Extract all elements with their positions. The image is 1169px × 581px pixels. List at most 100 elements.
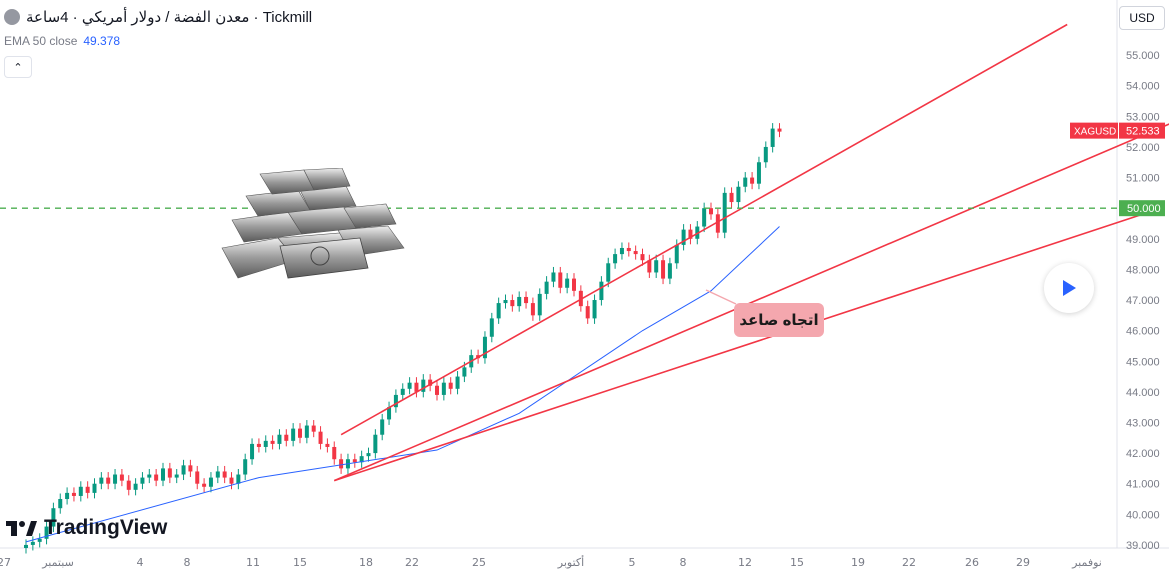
chart-header: معدن الفضة / دولار أمريكي · 4ساعة · Tick…: [4, 8, 312, 26]
time-tick-label: 18: [359, 556, 373, 569]
price-labels: 50.000 XAGUSD 52.533: [1070, 122, 1165, 217]
candle-body: [352, 459, 357, 463]
candle-body: [393, 394, 398, 408]
tradingview-wordmark: TradingView: [44, 516, 168, 539]
tradingview-logo-icon: [6, 521, 37, 536]
chevron-up-icon: ⌃: [13, 61, 23, 74]
price-tick-label: 47.000: [1126, 295, 1160, 307]
price-tick-label: 55.000: [1126, 50, 1160, 62]
symbol-title[interactable]: معدن الفضة / دولار أمريكي · 4ساعة · Tick…: [26, 9, 313, 26]
price-tick-label: 42.000: [1126, 448, 1160, 460]
candle-body: [119, 474, 124, 481]
candle-body: [626, 247, 631, 252]
candle-body: [147, 474, 152, 478]
time-tick-label: 25: [472, 556, 486, 569]
candle-body: [702, 208, 707, 227]
time-tick-label: 22: [405, 556, 419, 569]
time-tick-label: 27: [0, 556, 11, 569]
currency-button[interactable]: USD: [1119, 6, 1165, 30]
candle-body: [736, 186, 741, 203]
play-icon: [1063, 280, 1076, 296]
time-tick-label: سبتمبر: [41, 556, 74, 569]
candle-body: [585, 306, 590, 319]
candle-body: [174, 474, 179, 478]
candle-body: [366, 453, 371, 457]
candle-body: [619, 247, 624, 255]
candle-body: [496, 303, 501, 319]
candle-body: [441, 382, 446, 395]
candle-body: [99, 477, 104, 484]
candle-body: [250, 443, 255, 460]
price-tick-label: 41.000: [1126, 479, 1160, 491]
candle-body: [777, 128, 782, 132]
candle-body: [284, 434, 289, 441]
candle-body: [229, 477, 234, 484]
candle-body: [359, 456, 364, 463]
time-tick-label: 4: [137, 556, 144, 569]
price-tick-label: 48.000: [1126, 264, 1160, 276]
price-tick-label: 53.000: [1126, 111, 1160, 123]
candle-body: [270, 440, 275, 444]
price-tick-label: 40.000: [1126, 509, 1160, 521]
last-price-label-bg: [1119, 122, 1165, 139]
symbol-label-bg: [1070, 122, 1118, 139]
price-tick-label: 44.000: [1126, 387, 1160, 399]
candle-body: [640, 254, 645, 261]
candle-body: [729, 192, 734, 203]
time-tick-label: 8: [680, 556, 687, 569]
candle-body: [537, 293, 542, 316]
time-tick-label: 22: [902, 556, 916, 569]
candle-body: [558, 272, 563, 288]
tradingview-logo[interactable]: TradingView: [6, 516, 167, 540]
time-tick-label: 11: [246, 556, 260, 569]
candle-body: [750, 177, 755, 184]
trend-annotation[interactable]: اتجاه صاعد: [734, 303, 824, 337]
candle-body: [243, 459, 248, 475]
candle-body: [113, 474, 118, 484]
candle-body: [37, 538, 42, 542]
candle-body: [489, 318, 494, 337]
candle-body: [756, 162, 761, 184]
collapse-legend-button[interactable]: ⌃: [4, 56, 32, 78]
time-tick-label: 15: [293, 556, 307, 569]
candle-body: [195, 471, 200, 484]
candle-body: [503, 300, 508, 304]
price-tick-label: 39.000: [1126, 540, 1160, 552]
ema-legend[interactable]: EMA 50 close 49.378: [4, 34, 120, 48]
price-axis: 39.000 40.000 41.000 42.000 43.000 44.000 45.0…: [1126, 19, 1160, 551]
candle-body: [154, 474, 159, 481]
candle-body: [599, 281, 604, 301]
candle-body: [256, 443, 261, 447]
candle-body: [517, 296, 522, 307]
candle-body: [613, 254, 618, 264]
candle-body: [325, 443, 330, 447]
candle-body: [215, 471, 220, 478]
symbol-label: XAGUSD: [1074, 127, 1116, 138]
candle-body: [236, 474, 241, 484]
candle-body: [482, 336, 487, 359]
candle-body: [510, 300, 515, 307]
candle-body: [428, 379, 433, 386]
candle-body: [263, 440, 268, 447]
annotation-connector: [705, 289, 737, 305]
candle-body: [674, 244, 679, 264]
candle-body: [633, 251, 638, 255]
candle-body: [311, 425, 316, 432]
candle-body: [681, 229, 686, 245]
candle-body: [544, 281, 549, 294]
candle-body: [92, 483, 97, 493]
candle-body: [592, 300, 597, 319]
candle-body: [304, 425, 309, 438]
candle-body: [24, 544, 28, 548]
candle-body: [222, 471, 227, 478]
time-tick-label: 29: [1016, 556, 1030, 569]
price-tick-label: 51.000: [1126, 173, 1160, 185]
candle-body: [530, 303, 535, 316]
play-button[interactable]: [1044, 263, 1094, 313]
candle-body: [181, 465, 186, 475]
candle-body: [455, 376, 460, 389]
level-price-label-bg: [1119, 200, 1165, 217]
silver-bars-image: [221, 168, 405, 279]
ema-label: EMA 50 close: [4, 34, 78, 48]
